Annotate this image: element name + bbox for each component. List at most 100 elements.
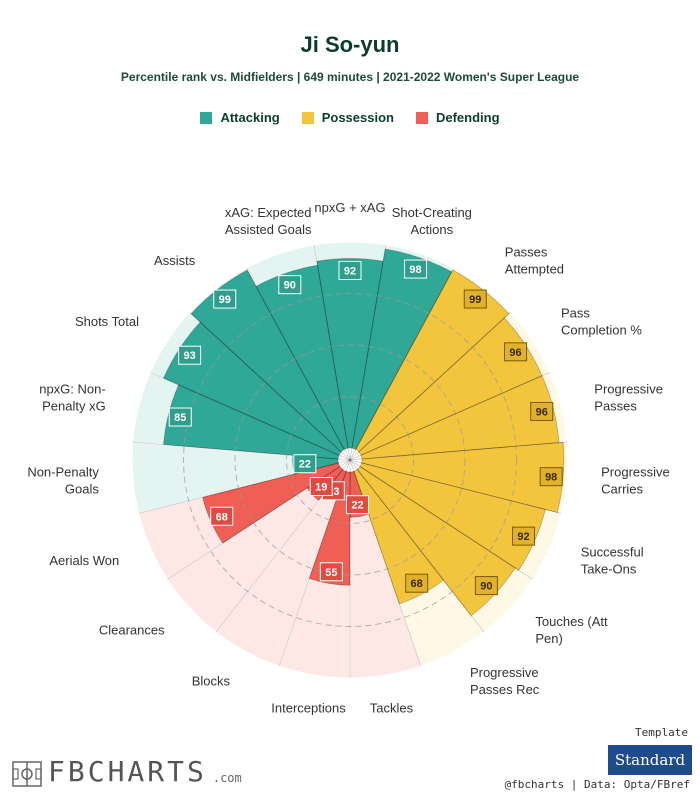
legend-item-possession: Possession (301, 110, 394, 125)
category-label: Interceptions (271, 701, 346, 716)
value-label: 22 (351, 500, 363, 512)
value-badge (405, 573, 429, 593)
spoke (349, 244, 387, 461)
category-label: Progressive Passes (594, 382, 663, 414)
value-label: 96 (536, 406, 548, 418)
value-badge (504, 342, 528, 362)
bar-shots-total (163, 321, 342, 456)
category-label: Aerials Won (49, 553, 119, 568)
chart-subtitle: Percentile rank vs. Midfielders | 649 mi… (120, 70, 580, 84)
grid-ring (183, 293, 517, 627)
value-badge (539, 467, 563, 487)
spoke (349, 312, 511, 461)
value-badge (530, 401, 554, 421)
value-badge (338, 260, 362, 280)
value-badge (345, 495, 369, 515)
category-label: Assists (154, 253, 196, 268)
category-label: Pass Completion % (561, 306, 642, 338)
category-label: npxG: Non-Penalty xG (39, 382, 105, 414)
footer-credit: @fbcharts | Data: Opta/FBref (504, 778, 690, 791)
value-label: 90 (284, 280, 296, 292)
value-label: 98 (545, 472, 557, 484)
value-label: 90 (480, 581, 492, 593)
value-badge (168, 407, 192, 427)
value-label: 92 (344, 265, 356, 277)
value-label: 22 (299, 459, 311, 471)
legend-label-possession: Possession (321, 110, 394, 125)
pitch-icon (12, 761, 42, 787)
grid-ring (234, 344, 466, 576)
bar-pass-completion-% (358, 317, 543, 456)
spoke (349, 268, 455, 461)
spoke (349, 459, 422, 667)
bar-npxg-+-xag (316, 258, 384, 449)
value-label: 98 (409, 264, 421, 276)
standard-template-button[interactable]: Standard (608, 745, 692, 775)
bar-assists (190, 269, 345, 453)
value-badge (210, 506, 234, 526)
logo-text: FBCHARTS (48, 755, 207, 788)
spoke (349, 441, 568, 461)
value-badge (463, 289, 487, 309)
value-badge (404, 259, 428, 279)
value-label: 96 (509, 347, 521, 359)
category-label: Successful Take-Ons (581, 545, 644, 577)
legend-label-defending: Defending (435, 110, 500, 125)
spoke (313, 244, 351, 461)
fbcharts-logo[interactable]: FBCHARTS .com (12, 757, 242, 787)
spoke (349, 372, 550, 461)
value-label: 92 (517, 531, 529, 543)
category-label: Non-Penalty Goals (27, 464, 99, 496)
value-badge (178, 345, 202, 365)
spoke (349, 459, 485, 633)
value-badge (293, 454, 317, 474)
value-badge (278, 275, 302, 295)
value-label: 68 (411, 578, 423, 590)
category-label: Progressive Carries (601, 464, 670, 496)
legend-item-attacking: Attacking (200, 110, 280, 125)
category-label: xAG: Expected Assisted Goals (225, 205, 312, 237)
legend-swatch-possession (301, 111, 314, 124)
value-badge (474, 576, 498, 596)
category-label: Touches (Att Pen) (535, 614, 608, 646)
bar-npxg:-non--penalty-xg (163, 384, 340, 460)
spoke (189, 312, 351, 461)
category-label: npxG + xAG (314, 200, 385, 215)
legend-label-attacking: Attacking (220, 110, 280, 125)
category-label: Tackles (370, 701, 414, 716)
value-label: 93 (183, 350, 195, 362)
bar-shot-creating-actions (351, 248, 453, 450)
value-label: 55 (325, 567, 337, 579)
bar-xag:-expected-assisted-goals (255, 264, 349, 450)
legend: Attacking Possession Defending (0, 110, 700, 125)
value-badge (213, 289, 237, 309)
bar-passes-attempted (355, 269, 510, 453)
category-label: Clearances (99, 623, 165, 638)
bar-progressive-passes (360, 375, 560, 460)
grid-ring (286, 396, 414, 524)
chart-title: Ji So-yun (300, 32, 400, 57)
template-label: Template (635, 726, 688, 739)
legend-item-defending: Defending (415, 110, 500, 125)
value-label: 19 (315, 482, 327, 494)
category-label: Blocks (192, 674, 231, 689)
bar-aerials-won (202, 462, 341, 544)
value-badge (309, 477, 333, 497)
bar-progressive-passes-rec (353, 468, 444, 605)
spoke (349, 459, 562, 514)
value-label: 99 (219, 294, 231, 306)
logo-domain: .com (212, 771, 242, 785)
value-label: 68 (216, 511, 228, 523)
category-label: Passes Attempted (505, 245, 564, 277)
spoke (349, 459, 533, 580)
value-label: 85 (174, 412, 186, 424)
value-label: 99 (469, 294, 481, 306)
category-label: Shot-Creating Actions (392, 205, 472, 237)
value-badge (512, 526, 536, 546)
spoke (245, 268, 351, 461)
legend-swatch-defending (415, 111, 428, 124)
value-badge (319, 562, 343, 582)
category-label: Progressive Passes Rec (470, 665, 540, 697)
spoke (150, 372, 351, 461)
